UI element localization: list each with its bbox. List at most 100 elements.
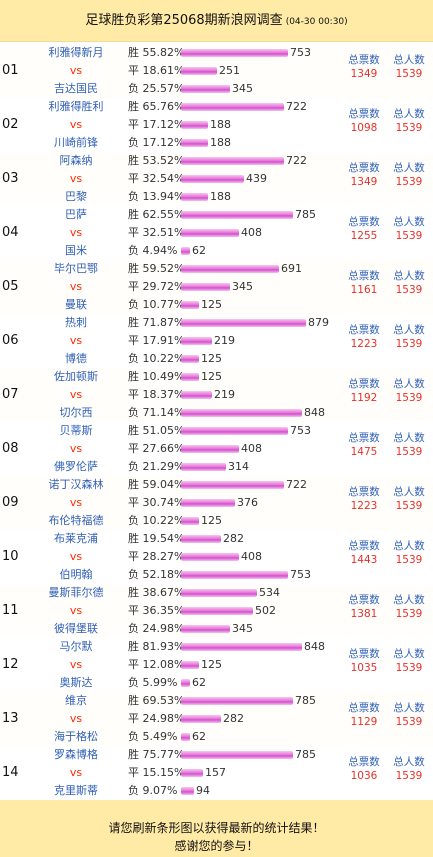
home-team[interactable]: 阿森纳	[59, 154, 93, 167]
away-team[interactable]: 伯明翰	[59, 568, 93, 581]
title-time: (04-30 00:30)	[285, 17, 348, 27]
draw-percent: 32.51%	[142, 226, 185, 239]
away-team[interactable]: 布伦特福德	[48, 514, 104, 527]
lose-percent: 5.99%	[142, 676, 178, 689]
lose-bar	[181, 247, 190, 255]
away-team[interactable]: 彼得堡联	[54, 622, 98, 635]
away-team[interactable]: 佛罗伦萨	[54, 460, 98, 473]
home-team[interactable]: 维京	[65, 694, 87, 707]
lose-label: 负 10.77%	[128, 296, 184, 314]
home-team[interactable]: 罗森博格	[54, 748, 98, 761]
votes-cell: 总票数 1035	[340, 647, 388, 675]
away-team[interactable]: 川崎前锋	[54, 136, 98, 149]
total-cell: 总人数 1539	[385, 755, 433, 783]
draw-label: 平 12.08%	[128, 656, 184, 674]
total-cell: 总人数 1539	[385, 593, 433, 621]
win-bar	[181, 103, 284, 111]
lose-stat: 负 71.14% 848	[128, 404, 325, 422]
draw-bar	[181, 607, 253, 615]
away-team[interactable]: 奥斯达	[59, 676, 93, 689]
draw-count: 408	[241, 550, 262, 563]
match-number: 02	[2, 117, 19, 132]
draw-label: 平 30.74%	[128, 494, 184, 512]
draw-stat: 平 18.37% 219	[128, 386, 300, 404]
win-word: 胜	[128, 640, 139, 653]
draw-stat: 平 24.98% 282	[128, 710, 300, 728]
home-team[interactable]: 巴萨	[65, 208, 87, 221]
vs-label: vs	[69, 658, 83, 671]
draw-word: 平	[128, 334, 139, 347]
total-value: 1539	[395, 230, 423, 242]
home-team[interactable]: 热刺	[65, 316, 87, 329]
home-team[interactable]: 马尔默	[59, 640, 93, 653]
draw-count: 125	[201, 658, 222, 671]
lose-percent: 71.14%	[142, 406, 185, 419]
lose-bar	[181, 139, 208, 147]
draw-word: 平	[128, 64, 139, 77]
draw-bar	[181, 229, 239, 237]
vs-label: vs	[69, 766, 83, 779]
lose-percent: 52.18%	[142, 568, 185, 581]
votes-label: 总票数	[348, 648, 380, 660]
away-team[interactable]: 海于格松	[54, 730, 98, 743]
total-label: 总人数	[393, 378, 425, 390]
draw-percent: 28.27%	[142, 550, 185, 563]
total-cell: 总人数 1539	[385, 539, 433, 567]
lose-word: 负	[128, 730, 139, 743]
home-team[interactable]: 利雅得胜利	[48, 100, 104, 113]
away-team[interactable]: 博德	[65, 352, 87, 365]
home-team[interactable]: 毕尔巴鄂	[54, 262, 98, 275]
total-value: 1539	[395, 500, 423, 512]
home-team[interactable]: 利雅得新月	[48, 46, 104, 59]
win-percent: 59.52%	[142, 262, 185, 275]
lose-count: 94	[196, 784, 210, 797]
away-team[interactable]: 国米	[65, 244, 87, 257]
win-percent: 51.05%	[142, 424, 185, 437]
away-team[interactable]: 曼联	[65, 298, 87, 311]
total-cell: 总人数 1539	[385, 485, 433, 513]
win-percent: 62.55%	[142, 208, 185, 221]
lose-stat: 负 10.77% 125	[128, 296, 300, 314]
total-cell: 总人数 1539	[385, 215, 433, 243]
win-word: 胜	[128, 424, 139, 437]
win-stat: 胜 10.49% 125	[128, 368, 300, 386]
home-team[interactable]: 布莱克浦	[54, 532, 98, 545]
lose-percent: 4.94%	[142, 244, 178, 257]
lose-label: 负 21.29%	[128, 458, 184, 476]
votes-value: 1475	[350, 446, 378, 458]
match-row: 08 贝蒂斯 vs 佛罗伦萨 胜 51.05% 753 平 27.66% 408 负 21.29…	[0, 422, 433, 476]
votes-value: 1098	[350, 122, 378, 134]
away-team[interactable]: 切尔西	[59, 406, 93, 419]
win-count: 848	[304, 640, 325, 653]
lose-bar	[181, 733, 190, 741]
win-bar	[181, 535, 221, 543]
lose-bar	[181, 517, 199, 525]
win-percent: 59.04%	[142, 478, 185, 491]
match-row: 10 布莱克浦 vs 伯明翰 胜 19.54% 282 平 28.27% 408 负 52.18…	[0, 530, 433, 584]
home-team[interactable]: 曼斯菲尔德	[48, 586, 104, 599]
total-value: 1539	[395, 662, 423, 674]
lose-stat: 负 52.18% 753	[128, 566, 311, 584]
lose-stat: 负 17.12% 188	[128, 134, 300, 152]
home-team[interactable]: 诺丁汉森林	[48, 478, 104, 491]
lose-bar	[181, 679, 190, 687]
lose-count: 125	[201, 352, 222, 365]
votes-label: 总票数	[348, 54, 380, 66]
home-team[interactable]: 贝蒂斯	[59, 424, 93, 437]
lose-label: 负 13.94%	[128, 188, 184, 206]
away-team[interactable]: 巴黎	[65, 190, 87, 203]
away-team[interactable]: 吉达国民	[54, 82, 98, 95]
away-team[interactable]: 克里斯蒂	[54, 784, 98, 797]
win-label: 胜 55.82%	[128, 44, 184, 62]
draw-word: 平	[128, 550, 139, 563]
lose-bar	[181, 301, 199, 309]
total-value: 1539	[395, 284, 423, 296]
vs-label: vs	[69, 712, 83, 725]
win-label: 胜 38.67%	[128, 584, 184, 602]
draw-bar	[181, 715, 221, 723]
home-team[interactable]: 佐加顿斯	[54, 370, 98, 383]
vs-label: vs	[69, 226, 83, 239]
win-bar	[181, 265, 279, 273]
draw-stat: 平 17.12% 188	[128, 116, 300, 134]
draw-word: 平	[128, 172, 139, 185]
